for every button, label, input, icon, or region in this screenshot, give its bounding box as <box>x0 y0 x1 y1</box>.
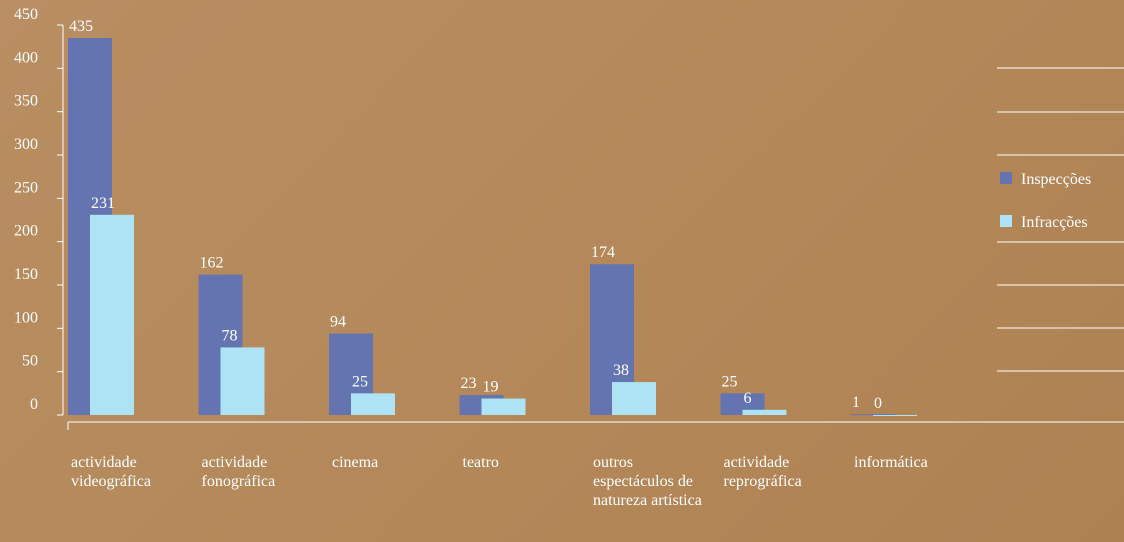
legend-swatch <box>1000 215 1012 227</box>
value-label: 0 <box>874 395 882 412</box>
y-tick-label: 300 <box>14 136 38 153</box>
value-label: 25 <box>352 373 368 390</box>
value-label: 78 <box>222 327 238 344</box>
y-tick-label: 100 <box>14 309 38 326</box>
y-tick-label: 350 <box>14 93 38 110</box>
legend-label: Inspecções <box>1021 171 1091 188</box>
value-label: 23 <box>461 375 477 392</box>
value-label: 94 <box>330 314 346 331</box>
bar <box>220 347 265 415</box>
value-label: 19 <box>483 379 499 396</box>
value-label: 25 <box>722 373 738 390</box>
bar <box>873 415 917 416</box>
y-tick-label: 200 <box>14 223 38 240</box>
x-tick-label: cinema <box>332 454 379 471</box>
y-tick-label: 150 <box>14 266 38 283</box>
value-label: 174 <box>591 244 615 261</box>
x-tick-label: informática <box>854 454 928 471</box>
bar <box>720 393 765 415</box>
x-tick-label: actividade reprográfica <box>723 454 802 490</box>
bar <box>481 398 526 415</box>
value-label: 231 <box>91 195 115 212</box>
value-label: 435 <box>69 18 93 35</box>
bar <box>612 382 656 415</box>
value-label: 162 <box>200 255 224 272</box>
x-tick-label: teatro <box>462 454 499 471</box>
value-label: 6 <box>744 390 752 407</box>
y-tick-label: 250 <box>14 179 38 196</box>
value-label: 38 <box>613 362 629 379</box>
value-label: 1 <box>852 394 860 411</box>
bar <box>90 214 134 415</box>
legend-frame <box>997 67 1124 372</box>
legend-label: Infracções <box>1021 214 1088 231</box>
x-tick-label: outros espectáculos de natureza artístic… <box>593 454 702 509</box>
legend-swatch <box>1000 172 1012 184</box>
bar <box>742 409 787 415</box>
x-tick-label: actividade fonográfica <box>201 454 276 490</box>
y-tick-label: 450 <box>14 6 38 23</box>
y-tick-label: 50 <box>22 353 38 370</box>
y-tick-label: 400 <box>14 49 38 66</box>
bar <box>851 414 895 416</box>
bar <box>351 393 395 415</box>
y-tick-label: 0 <box>30 396 38 413</box>
x-tick-label: actividade videográfica <box>71 454 151 490</box>
